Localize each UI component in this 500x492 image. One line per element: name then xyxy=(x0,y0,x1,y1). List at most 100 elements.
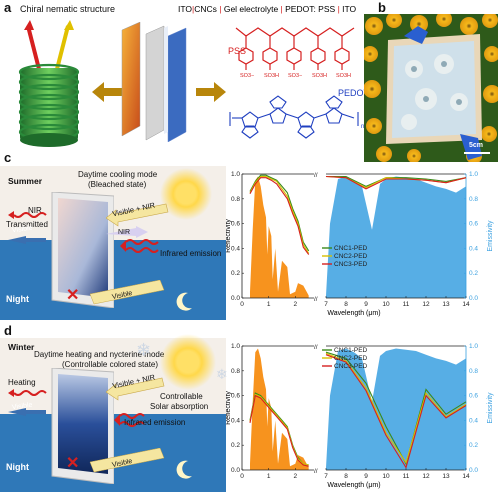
winter-state: (Controllable colored state) xyxy=(62,360,159,369)
sun-icon xyxy=(160,168,212,220)
axis-break-bottom: // xyxy=(314,468,318,475)
so3h-1: SO3H xyxy=(264,73,279,79)
transmitted-label: Transmitted xyxy=(6,220,48,229)
x-tick-label: 0 xyxy=(240,301,244,308)
series-line-3-ir xyxy=(325,354,467,469)
heating-wave-icon xyxy=(8,389,47,416)
legend-label-2: CNC2-PED xyxy=(334,355,368,362)
y-tick-label-right: 0.6 xyxy=(469,393,478,400)
solar-absorption-label: Solar absorption xyxy=(150,402,209,411)
x-tick-label: 14 xyxy=(462,473,470,480)
infrared-emission-label: Infrared emission xyxy=(160,249,222,258)
x-tick-label: 14 xyxy=(462,301,470,308)
x-tick-label: 11 xyxy=(403,473,410,480)
x-tick-label: 12 xyxy=(422,473,430,480)
axis-break-top: // xyxy=(314,172,318,179)
scale-bar-label: 5cm xyxy=(469,142,484,149)
legend-label-3: CNC3-PED xyxy=(334,261,368,268)
x-tick-label: 9 xyxy=(364,301,368,308)
legend-label-3: CNC3-PED xyxy=(334,363,368,370)
series-line-1-ir xyxy=(325,351,467,466)
night-label-c: Night xyxy=(6,294,29,304)
svg-text:✕: ✕ xyxy=(66,287,79,304)
series-line-1-vis xyxy=(249,392,309,466)
y-tick-label-left: 0.6 xyxy=(231,393,240,400)
y-tick-label-left: 0.2 xyxy=(231,442,240,449)
y-tick-label-left: 1.0 xyxy=(231,171,240,178)
arrow-right-icon xyxy=(196,82,226,102)
y-tick-label-right: 0.6 xyxy=(469,221,478,228)
x-tick-label: 1 xyxy=(267,473,271,480)
x-tick-label: 0 xyxy=(240,473,244,480)
legend-label-1: CNC1-PED xyxy=(334,245,368,252)
pss-label: PSS xyxy=(228,46,246,56)
panel-d-label: d xyxy=(4,323,12,338)
moon-icon xyxy=(176,292,192,311)
x-tick-label: 12 xyxy=(422,301,430,308)
summer-label: Summer xyxy=(8,176,43,186)
stack-part-cncs: CNCs xyxy=(194,4,217,14)
nir-wave-icon xyxy=(8,211,47,244)
so3-minus-1: SO3− xyxy=(240,73,254,79)
chart-c: ////0 1 2 7 8 9 10 11 12 13 140.0 0.00.2 0.20.4 0.40.… xyxy=(226,171,494,317)
arrow-left-icon xyxy=(92,82,122,102)
y-axis-label-left: Reflectivity xyxy=(226,219,232,253)
atmospheric-window-area xyxy=(326,176,466,298)
summer-mode: Daytime cooling mode xyxy=(78,170,158,179)
x-tick-label: 9 xyxy=(364,473,368,480)
stack-part-ito: ITO xyxy=(178,4,193,14)
nir-arrow-label: NIR xyxy=(118,229,131,236)
y-tick-label-left: 0.6 xyxy=(231,221,240,228)
x-tick-label: 10 xyxy=(382,301,390,308)
nir-label: NIR xyxy=(28,206,42,215)
device-photo xyxy=(364,14,498,162)
winter-mode: Daytime heating and nycterine mode xyxy=(34,350,165,359)
controllable-label: Controllable xyxy=(160,392,203,401)
series-line-3-vis xyxy=(249,177,310,255)
y-tick-label-left: 1.0 xyxy=(231,343,240,350)
legend-label-2: CNC2-PED xyxy=(334,253,368,260)
moon-icon-d xyxy=(176,460,192,479)
winter-window xyxy=(51,368,114,484)
summer-window xyxy=(51,192,114,308)
y-axis-label-right: Emissivity xyxy=(487,392,494,424)
device-layers-illustration xyxy=(121,22,187,142)
x-axis-label: Wavelength (μm) xyxy=(327,482,380,489)
so3h-3: SO3H xyxy=(336,73,351,79)
solar-spectrum-area xyxy=(250,348,309,470)
y-tick-label-right: 0.0 xyxy=(469,467,478,474)
y-tick-label-right: 1.0 xyxy=(469,171,478,178)
chart-d: ////0 1 2 7 8 9 10 11 12 13 140.0 0.00.2 0.20.4 0.40.… xyxy=(226,343,494,489)
pedot-label: PEDOT xyxy=(338,88,370,98)
chiral-helix-illustration xyxy=(18,20,80,147)
y-axis-label-left: Reflectivity xyxy=(226,391,232,425)
winter-label: Winter xyxy=(8,342,35,352)
series-line-1-ir xyxy=(326,175,467,188)
y-tick-label-right: 0.8 xyxy=(469,196,478,203)
summer-state: (Bleached state) xyxy=(88,180,147,189)
stack-label-row: ITO|CNCs | Gel electrolyte | PEDOT: PSS … xyxy=(178,4,357,14)
heating-label: Heating xyxy=(8,378,36,387)
stack-part-ito2: ITO xyxy=(342,4,357,14)
y-tick-label-right: 0.2 xyxy=(469,270,478,277)
legend-label-1: CNC1-PED xyxy=(334,347,368,354)
y-tick-label-right: 0.0 xyxy=(469,295,478,302)
x-axis-label: Wavelength (μm) xyxy=(327,310,380,317)
y-tick-label-right: 1.0 xyxy=(469,343,478,350)
panel-a-label: a xyxy=(4,0,12,15)
x-tick-label: 7 xyxy=(324,473,328,480)
y-tick-label-left: 0.8 xyxy=(231,196,240,203)
x-tick-label: 11 xyxy=(403,301,410,308)
series-line-2-vis xyxy=(249,393,309,466)
night-visible-arrow: ✕ xyxy=(66,280,165,305)
y-tick-label-right: 0.2 xyxy=(469,442,478,449)
series-line-2-ir xyxy=(325,352,467,464)
x-tick-label: 13 xyxy=(442,301,450,308)
series-line-2-vis xyxy=(249,175,310,254)
snowflake-icon-2: ❄ xyxy=(216,366,228,382)
series-line-3-ir xyxy=(325,175,467,190)
so3-minus-2: SO3− xyxy=(288,73,302,79)
incoming-light-arrows-d xyxy=(106,377,165,427)
y-tick-label-right: 0.4 xyxy=(469,245,478,252)
y-tick-label-left: 0.4 xyxy=(231,417,240,424)
